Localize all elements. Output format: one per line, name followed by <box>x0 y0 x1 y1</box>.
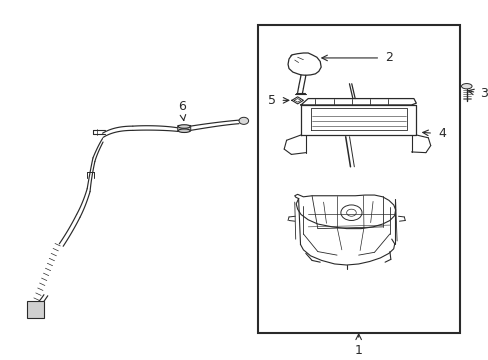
Bar <box>26 301 44 318</box>
Text: 3: 3 <box>479 87 487 100</box>
Bar <box>257 26 459 333</box>
Text: 1: 1 <box>354 344 362 357</box>
Text: 4: 4 <box>437 127 445 140</box>
Text: 2: 2 <box>385 51 392 64</box>
Circle shape <box>239 117 248 124</box>
Ellipse shape <box>461 84 471 89</box>
FancyBboxPatch shape <box>178 125 190 131</box>
Text: 5: 5 <box>267 94 275 107</box>
Ellipse shape <box>178 125 190 128</box>
Ellipse shape <box>178 129 190 132</box>
Text: 6: 6 <box>178 100 186 113</box>
